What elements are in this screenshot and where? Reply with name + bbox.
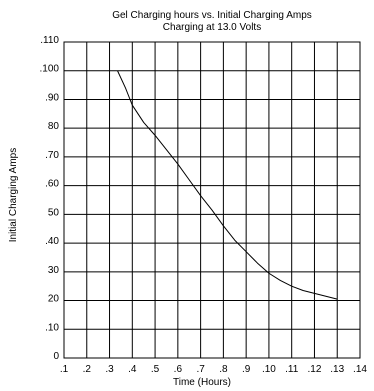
x-tick-label: .1 [60,364,69,375]
y-tick-labels: 0 .10 20 30 .40 50 .60 .70 80 .90 .100 .110 [40,35,60,362]
x-tick-label: .2 [83,364,92,375]
x-tick-label: .13 [330,364,344,375]
y-tick-label: .100 [40,64,60,75]
x-tick-label: .6 [174,364,183,375]
series-group [117,70,338,300]
plot-frame [63,41,361,359]
y-axis-label: Initial Charging Amps [8,148,19,243]
x-tick-label: .10 [262,364,276,375]
grid-lines [63,41,361,359]
y-tick-label: 0 [53,351,59,362]
x-tick-labels: .1 .2 .3 .4 .5 .6 .7 .8 .9 .10 .11 .12 .13 .14 [60,364,368,375]
y-tick-label: .70 [45,150,59,161]
x-tick-label: .3 [105,364,114,375]
y-tick-label: 30 [48,265,60,276]
x-tick-label: .4 [128,364,137,375]
x-tick-label: .5 [151,364,160,375]
x-tick-label: .14 [353,364,367,375]
chart-title: Gel Charging hours vs. Initial Charging … [112,10,312,21]
x-tick-label: .8 [219,364,228,375]
y-tick-label: .110 [40,35,59,46]
x-tick-label: .12 [308,364,322,375]
x-axis-label: Time (Hours) [173,377,231,388]
y-tick-label: 20 [48,294,60,305]
x-tick-label: .9 [242,364,251,375]
y-tick-label: .60 [45,179,59,190]
y-tick-label: 50 [48,207,60,218]
y-tick-label: .90 [45,92,59,103]
chart-subtitle: Charging at 13.0 Volts [163,22,261,33]
y-tick-label: .40 [45,236,59,247]
series-line [117,70,338,300]
x-tick-label: .7 [196,364,205,375]
y-tick-label: .10 [45,322,59,333]
x-tick-label: .11 [285,364,299,375]
y-tick-label: 80 [48,121,60,132]
